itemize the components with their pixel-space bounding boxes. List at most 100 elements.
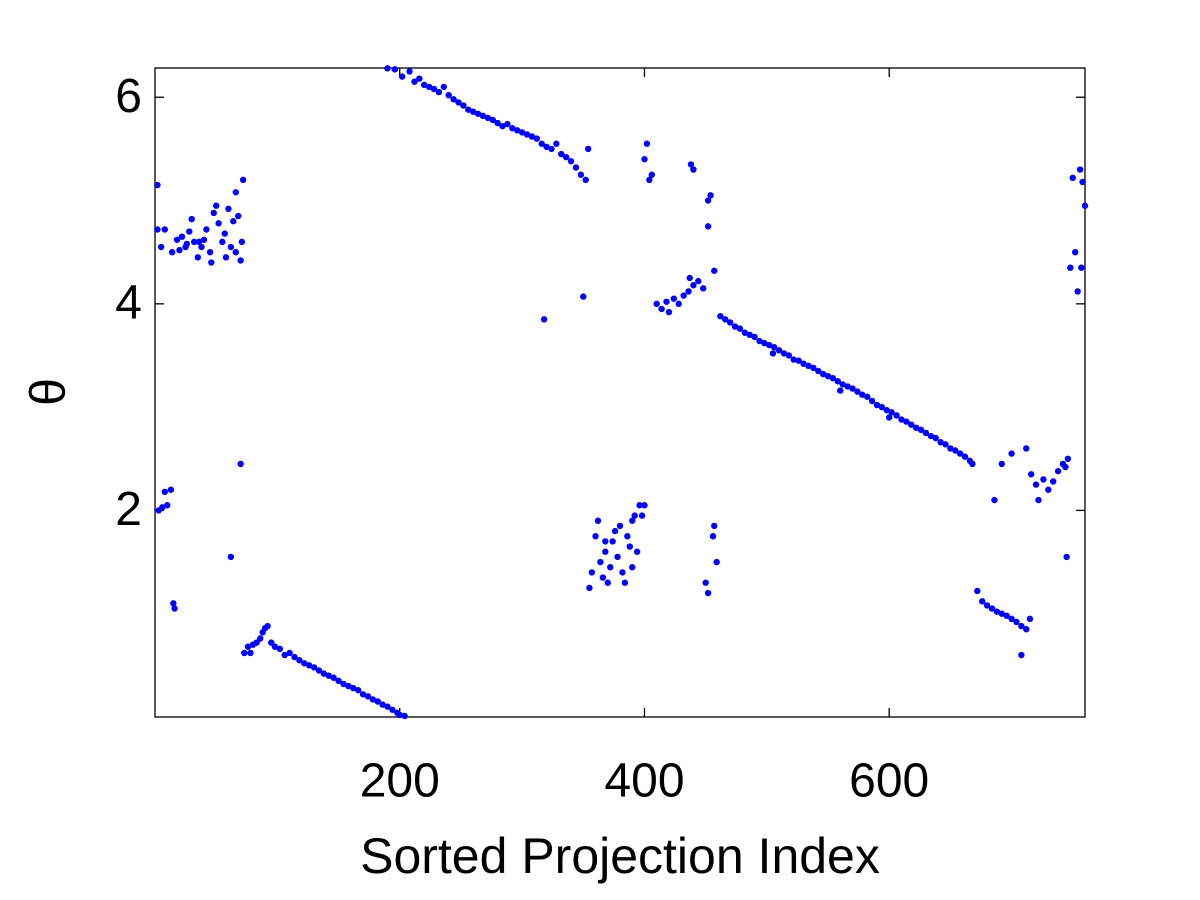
data-point bbox=[614, 553, 621, 561]
data-point bbox=[624, 533, 631, 540]
data-point bbox=[1026, 615, 1034, 623]
data-point bbox=[157, 243, 165, 251]
data-point bbox=[704, 223, 712, 230]
data-point bbox=[474, 110, 482, 117]
data-point bbox=[695, 277, 702, 285]
data-point bbox=[837, 387, 844, 394]
data-point bbox=[161, 488, 168, 496]
data-point bbox=[709, 533, 717, 540]
data-point bbox=[440, 83, 447, 91]
data-point bbox=[670, 295, 678, 302]
data-point bbox=[580, 293, 587, 300]
data-point bbox=[751, 333, 758, 341]
data-point bbox=[1035, 496, 1042, 504]
data-point bbox=[396, 711, 403, 719]
data-point bbox=[232, 189, 239, 196]
data-point bbox=[854, 388, 861, 395]
data-point bbox=[548, 145, 555, 153]
data-point bbox=[702, 579, 709, 586]
data-point bbox=[599, 574, 607, 581]
data-point bbox=[785, 352, 793, 359]
data-point bbox=[212, 202, 220, 209]
data-point bbox=[810, 364, 817, 372]
data-point bbox=[1023, 626, 1030, 633]
data-point bbox=[241, 649, 248, 657]
data-point bbox=[626, 543, 633, 550]
data-point bbox=[164, 502, 171, 509]
data-point bbox=[629, 564, 636, 571]
data-point bbox=[790, 356, 797, 363]
data-point bbox=[648, 171, 656, 178]
data-point bbox=[562, 153, 570, 161]
data-point bbox=[636, 502, 643, 509]
data-point bbox=[406, 68, 413, 75]
data-point bbox=[824, 372, 832, 380]
y-tick-label: 6 bbox=[115, 70, 142, 123]
data-point bbox=[1076, 166, 1084, 173]
data-point bbox=[173, 236, 181, 243]
data-point bbox=[983, 602, 991, 609]
data-point bbox=[609, 538, 616, 545]
data-point bbox=[638, 512, 646, 519]
data-point bbox=[932, 434, 939, 442]
data-point bbox=[350, 684, 357, 692]
data-point bbox=[170, 600, 177, 607]
data-point bbox=[815, 367, 822, 375]
data-point bbox=[602, 548, 609, 555]
data-point bbox=[230, 218, 237, 225]
data-point bbox=[572, 164, 580, 171]
data-point bbox=[296, 656, 303, 664]
data-point bbox=[731, 323, 739, 330]
data-point bbox=[215, 220, 222, 227]
data-point bbox=[291, 653, 298, 661]
data-point bbox=[190, 238, 198, 246]
data-point bbox=[455, 99, 462, 106]
data-point bbox=[761, 339, 768, 347]
data-point bbox=[1013, 618, 1020, 626]
data-point bbox=[988, 605, 996, 612]
data-point bbox=[998, 610, 1005, 617]
data-point bbox=[178, 233, 186, 240]
data-point bbox=[607, 564, 614, 571]
data-point bbox=[484, 114, 492, 122]
data-point bbox=[584, 145, 592, 153]
data-point bbox=[523, 131, 531, 138]
data-point bbox=[430, 85, 438, 93]
data-point bbox=[766, 341, 773, 349]
data-point bbox=[479, 112, 487, 120]
data-point bbox=[208, 259, 215, 266]
data-point bbox=[359, 691, 367, 698]
data-point bbox=[232, 248, 239, 256]
data-point bbox=[937, 439, 944, 446]
data-point bbox=[499, 122, 506, 130]
data-point bbox=[780, 350, 788, 357]
data-point bbox=[700, 285, 707, 292]
data-point bbox=[769, 350, 777, 357]
data-point bbox=[704, 589, 712, 597]
data-point bbox=[543, 143, 550, 151]
data-point bbox=[325, 672, 332, 679]
data-point bbox=[588, 569, 596, 576]
data-point bbox=[993, 608, 1001, 615]
data-point bbox=[711, 267, 718, 274]
data-point bbox=[859, 391, 866, 398]
data-point bbox=[690, 282, 697, 289]
data-point bbox=[183, 240, 191, 248]
data-point bbox=[1027, 471, 1035, 478]
data-point bbox=[335, 677, 342, 685]
data-point bbox=[922, 429, 930, 437]
data-point bbox=[276, 645, 284, 653]
data-point bbox=[1074, 288, 1081, 295]
x-tick-label: 400 bbox=[604, 755, 684, 808]
data-point bbox=[171, 605, 178, 612]
data-point bbox=[893, 412, 900, 419]
data-point bbox=[301, 660, 308, 667]
data-point bbox=[1045, 486, 1052, 493]
data-point bbox=[305, 662, 313, 669]
data-point bbox=[653, 300, 660, 308]
data-point bbox=[1067, 264, 1074, 271]
data-point bbox=[974, 587, 981, 595]
data-point bbox=[685, 288, 692, 295]
data-point bbox=[558, 150, 565, 158]
data-point bbox=[553, 140, 560, 147]
